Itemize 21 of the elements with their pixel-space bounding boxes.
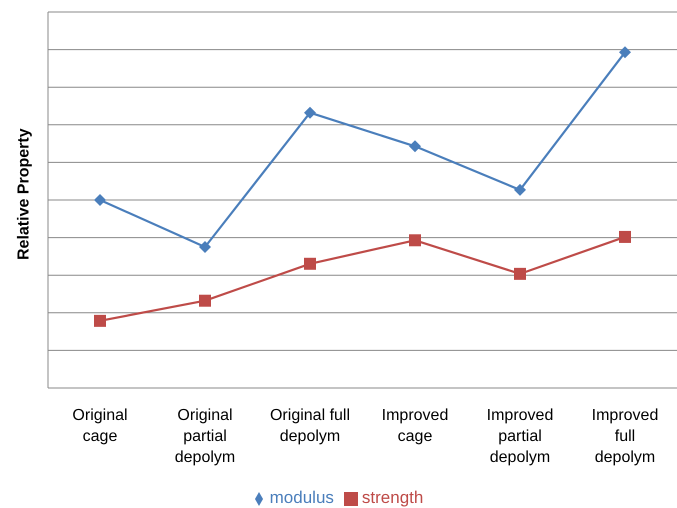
x-tick-label: Original cage — [72, 407, 128, 445]
point — [619, 230, 631, 243]
y-axis-title: Relative Property — [16, 128, 33, 260]
point — [409, 140, 421, 152]
x-tick-label: Improved partial depolym — [486, 407, 554, 466]
point — [619, 46, 631, 58]
point — [304, 106, 316, 119]
x-tick-label: Improved full depolym — [592, 407, 658, 466]
point — [94, 314, 106, 327]
point — [94, 194, 106, 206]
x-tick-label: Original partial depolym — [174, 407, 236, 466]
point — [514, 268, 526, 280]
x-tick-label: Original full depolym — [270, 407, 350, 445]
legend-label: strength — [362, 488, 424, 507]
point — [514, 184, 526, 196]
point — [199, 294, 211, 307]
legend-label: modulus — [270, 488, 334, 507]
point — [304, 258, 316, 270]
point — [409, 234, 421, 246]
point — [199, 241, 211, 253]
x-tick-label: Improved cage — [382, 407, 448, 445]
